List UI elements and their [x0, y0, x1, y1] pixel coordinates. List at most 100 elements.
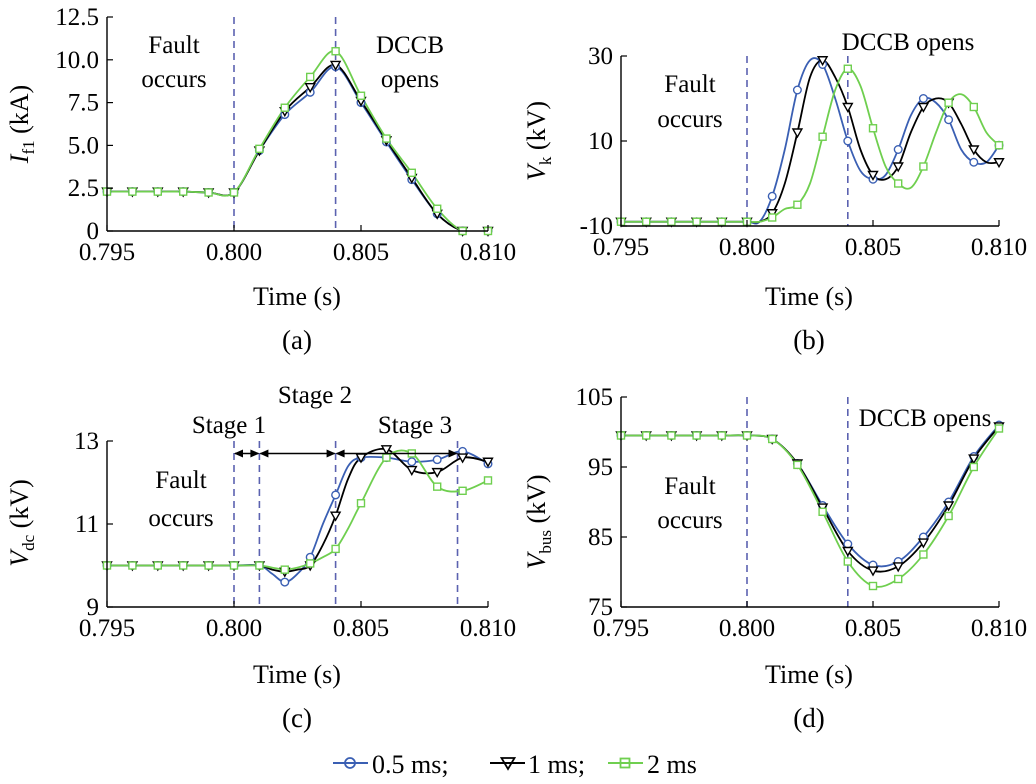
data-point-a-2-9 — [331, 47, 340, 56]
y-tick-label-b-2: 30 — [588, 43, 613, 70]
data-point-a-2-2 — [153, 187, 163, 196]
data-point-d-2-14 — [969, 462, 978, 472]
data-point-d-2-9 — [843, 557, 852, 566]
data-point-c-2-8 — [280, 565, 289, 574]
data-point-c-2-10 — [306, 559, 315, 568]
y-axis-label-c: Vdc (kV) — [5, 479, 38, 567]
data-point-c-0-12 — [331, 490, 341, 500]
annotation-d-0: Fault — [664, 473, 715, 500]
data-point-b-2-15 — [868, 124, 878, 133]
series-line-a-2 — [107, 50, 488, 231]
y-tick-label-c-2: 13 — [74, 428, 99, 455]
data-point-d-2-6 — [768, 434, 777, 444]
data-point-b-0-21 — [944, 115, 954, 125]
y-axis-label-unit-c: (kV) — [5, 479, 34, 535]
data-point-b-1-23 — [968, 145, 980, 156]
data-point-a-2-7 — [280, 103, 289, 112]
series-layer-c — [101, 441, 494, 607]
data-point-b-1-19 — [917, 102, 930, 113]
series-layer-a — [101, 17, 494, 237]
data-point-c-2-3 — [178, 561, 188, 570]
stage-arrowhead-left-1 — [259, 449, 269, 458]
series-layer-d — [615, 397, 1005, 607]
legend-label-0: 0.5 ms; — [372, 750, 449, 779]
annotation-a-1: occurs — [141, 66, 206, 93]
data-point-a-1-9 — [329, 60, 342, 71]
data-point-b-2-2 — [667, 217, 676, 226]
data-point-d-1-9 — [842, 546, 854, 557]
x-tick-label-b-0: 0.795 — [593, 234, 649, 261]
data-point-d-2-13 — [944, 511, 953, 521]
x-tick-label-a-3: 0.810 — [460, 239, 516, 266]
y-axis-label-unit-d: (kV) — [522, 474, 551, 530]
y-axis-label-var-b: V — [522, 162, 551, 181]
panel-caption-a: (a) — [282, 325, 312, 355]
y-tick-label-c-1: 11 — [75, 511, 99, 538]
x-tick-label-c-3: 0.810 — [460, 615, 516, 642]
data-point-d-2-5 — [742, 431, 752, 440]
data-point-c-1-16 — [406, 465, 418, 476]
panel-c: 0.795 0.800 0.805 0.810 9 11 13 Time (s) (c) Vdc … — [5, 382, 516, 733]
data-point-b-1-25 — [993, 158, 1005, 169]
annotation-b-1: occurs — [657, 106, 722, 133]
data-point-a-2-13 — [433, 204, 442, 213]
data-point-d-1-12 — [917, 538, 930, 549]
data-point-b-1-17 — [892, 162, 904, 173]
y-tick-label-d-0: 75 — [588, 594, 613, 621]
data-point-b-2-19 — [919, 162, 928, 171]
y-axis-label-b: Vk (kV) — [522, 101, 555, 181]
data-point-c-2-12 — [331, 544, 340, 554]
y-tick-label-c-0: 9 — [87, 594, 100, 621]
data-point-b-0-23 — [969, 157, 979, 167]
data-point-a-2-4 — [204, 188, 213, 197]
data-point-c-1-12 — [329, 511, 342, 522]
y-tick-label-a-2: 5.0 — [68, 132, 99, 159]
data-point-b-2-25 — [994, 141, 1004, 150]
annotation-c-4: occurs — [148, 505, 213, 532]
stage-arrowhead-right-2 — [448, 449, 458, 458]
data-point-b-0-9 — [792, 85, 802, 95]
data-point-d-2-15 — [994, 424, 1004, 433]
stage-arrowhead-right-0 — [250, 449, 260, 458]
y-tick-label-a-4: 10.0 — [55, 47, 99, 74]
data-point-d-2-10 — [868, 581, 878, 591]
panel-d: 0.795 0.800 0.805 0.810 75 85 95 105 Time (s) (d)… — [522, 384, 1027, 733]
x-tick-label-b-3: 0.810 — [971, 234, 1027, 261]
data-point-c-2-15 — [382, 453, 391, 462]
data-point-d-2-2 — [667, 431, 676, 440]
panel-b: 0.795 0.800 0.805 0.810 -10 10 30 Time (s) (b) Vk… — [522, 29, 1027, 355]
data-point-a-2-12 — [407, 168, 416, 177]
data-point-c-2-2 — [153, 561, 163, 570]
data-point-c-2-14 — [356, 499, 366, 508]
y-tick-label-d-3: 105 — [576, 384, 614, 411]
data-point-b-2-11 — [818, 132, 827, 141]
annotation-b-0: Fault — [664, 71, 715, 98]
panel-a: 0.795 0.800 0.805 0.810 0 2.5 5.0 7.5 10.0 12.5 Ti… — [5, 4, 516, 355]
x-tick-label-d-0: 0.795 — [593, 615, 649, 642]
data-point-c-2-5 — [229, 561, 239, 570]
annotation-a-2: DCCB — [376, 32, 444, 59]
y-axis-label-sub-a: f1 — [19, 140, 38, 154]
data-point-d-1-10 — [867, 566, 879, 577]
data-point-b-2-9 — [793, 200, 802, 209]
y-axis-label-var-a: I — [5, 153, 34, 164]
data-point-b-1-13 — [842, 102, 854, 113]
y-tick-label-b-0: -10 — [580, 213, 613, 240]
legend-marker-1 — [499, 757, 517, 771]
data-point-b-0-13 — [843, 136, 853, 146]
data-point-b-2-1 — [642, 217, 651, 226]
data-point-b-1-9 — [791, 128, 804, 139]
data-point-c-2-6 — [255, 561, 264, 570]
legend-marker-0 — [344, 757, 356, 769]
y-axis-label-a: If1 (kA) — [5, 85, 38, 164]
legend-label-2: 2 ms — [647, 750, 697, 779]
annotation-c-2: Stage 3 — [378, 412, 452, 439]
annotation-c-0: Stage 1 — [192, 412, 266, 439]
data-point-a-2-8 — [306, 72, 315, 82]
data-point-b-1-11 — [816, 56, 829, 67]
data-point-d-2-4 — [717, 431, 726, 440]
data-point-c-1-15 — [380, 445, 393, 456]
data-point-c-2-4 — [204, 561, 213, 570]
annotation-d-1: occurs — [657, 507, 722, 534]
data-point-d-0-9 — [843, 539, 853, 549]
